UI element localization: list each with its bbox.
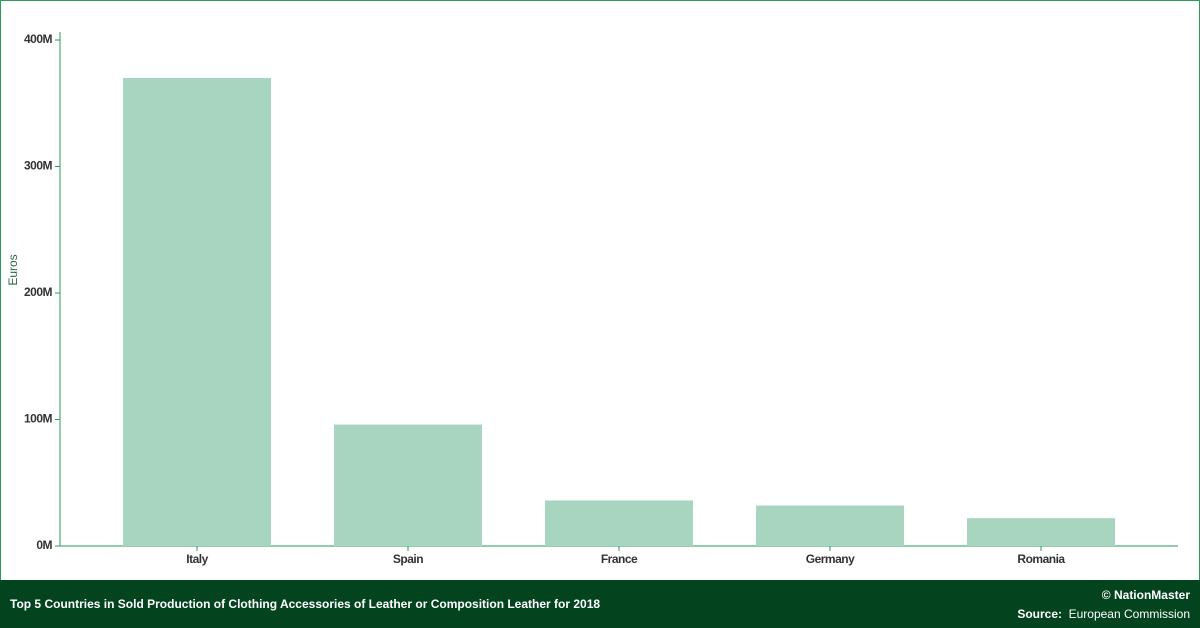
copyright: © NationMaster xyxy=(1102,588,1191,602)
x-tick-label: Romania xyxy=(1017,552,1065,566)
bar xyxy=(756,505,904,546)
bar xyxy=(545,500,693,546)
x-tick-label: France xyxy=(601,552,638,566)
chart-title: Top 5 Countries in Sold Production of Cl… xyxy=(10,597,600,611)
y-tick-label: 200M xyxy=(24,285,53,299)
y-tick-label: 300M xyxy=(24,159,53,173)
source-label: Source: xyxy=(1017,607,1062,621)
x-tick-label: Spain xyxy=(393,552,423,566)
bar xyxy=(123,77,271,546)
y-tick-label: 400M xyxy=(24,32,53,46)
bar xyxy=(967,518,1115,546)
y-tick-label: 0M xyxy=(36,538,52,552)
y-axis-label: Euros xyxy=(6,254,20,285)
y-tick-label: 100M xyxy=(24,412,53,426)
source: European Commission xyxy=(1069,607,1190,621)
x-tick-label: Germany xyxy=(806,552,855,566)
bar xyxy=(334,424,482,546)
footer xyxy=(0,580,1200,628)
x-tick-label: Italy xyxy=(186,552,208,566)
